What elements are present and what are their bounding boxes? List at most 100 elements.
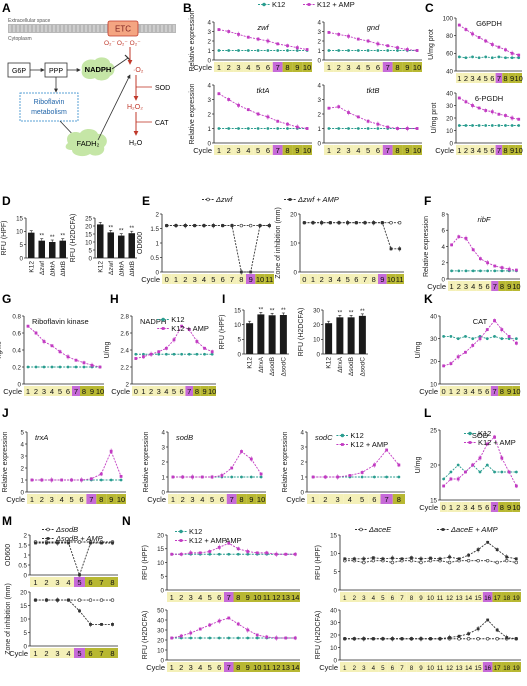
x-tick-label: 3 xyxy=(470,146,474,155)
y-tick-label: 3 xyxy=(21,453,25,460)
x-tick-label: 6 xyxy=(266,63,270,72)
data-point xyxy=(390,560,395,565)
legend-label: K12 xyxy=(189,527,202,536)
data-point xyxy=(356,115,360,119)
cycle-cell xyxy=(233,62,244,72)
x-tick-label: 9 xyxy=(507,282,511,291)
data-point xyxy=(381,557,385,561)
bar xyxy=(336,317,344,354)
x-tick-label: 10 xyxy=(253,663,261,672)
superoxide-chain: O₂⁻ O₂⁻ O₂⁻ xyxy=(104,40,141,47)
x-tick-label: 2 xyxy=(464,146,468,155)
data-point xyxy=(179,552,183,556)
legend-label: K12 + AMP xyxy=(317,0,355,9)
significance-star: ** xyxy=(281,308,286,314)
x-tick-label: 18 xyxy=(503,595,510,602)
data-point xyxy=(276,49,280,52)
data-point xyxy=(514,484,518,488)
data-point xyxy=(227,49,231,52)
data-point xyxy=(517,117,521,121)
cycle-cell xyxy=(256,494,266,504)
chart-title: gnd xyxy=(367,23,380,32)
data-point xyxy=(259,472,263,476)
x-tick-label: 4 xyxy=(471,387,475,396)
data-point xyxy=(490,110,494,114)
data-point xyxy=(517,56,521,60)
cycle-cell xyxy=(96,386,104,396)
y-axis-label: Relative expression xyxy=(143,431,150,492)
significance-star: ** xyxy=(50,235,55,241)
x-tick-label: 10 xyxy=(257,495,265,504)
x-tick-label: 11 xyxy=(437,595,444,602)
y-tick-label: 2 xyxy=(162,459,166,466)
x-tick-label: 6 xyxy=(391,595,395,602)
data-point xyxy=(467,632,471,636)
riboflavin-label-2: metabolism xyxy=(31,109,67,116)
cycle-cell xyxy=(217,494,227,504)
x-tick-label: 5 xyxy=(360,495,364,504)
data-point xyxy=(210,352,214,356)
legend-label: Δzwf xyxy=(215,195,233,204)
x-tick-label: 10 xyxy=(387,275,395,284)
data-point xyxy=(366,127,370,130)
data-point xyxy=(189,631,193,635)
bar xyxy=(246,323,254,354)
y-tick-label: 1 xyxy=(162,474,166,481)
cycle-cell xyxy=(360,274,370,284)
data-point xyxy=(256,37,260,41)
data-point xyxy=(274,636,278,640)
panel-letter-f: F xyxy=(424,194,431,208)
cycle-cell xyxy=(392,62,403,72)
x-tick-label: 2 xyxy=(183,275,187,284)
cycle-cell xyxy=(302,62,312,72)
y-tick-label: 3 xyxy=(318,97,322,104)
data-point xyxy=(405,48,409,51)
x-tick-label: 5 xyxy=(211,275,215,284)
cycle-cell xyxy=(455,281,463,291)
x-tick-label: 6 xyxy=(221,275,225,284)
data-point xyxy=(337,127,341,130)
x-tick-label: 3 xyxy=(470,74,474,83)
x-tick-label: 9 xyxy=(419,665,423,672)
cycle-cell xyxy=(502,73,509,83)
x-tick-label: 3 xyxy=(236,63,240,72)
y-tick-label: 1.5 xyxy=(150,226,159,233)
x-tick-label: 13 xyxy=(456,665,463,672)
cycle-cell xyxy=(30,648,41,658)
x-tick-label: 8 xyxy=(410,595,414,602)
legend-label: ΔaceE + AMP xyxy=(450,525,498,534)
cycle-cell xyxy=(343,145,354,155)
legend-label: ΔsodB xyxy=(55,525,78,534)
data-point xyxy=(354,221,358,225)
data-point xyxy=(337,49,341,52)
x-tick-label: 7 xyxy=(276,146,280,155)
data-point xyxy=(249,457,253,461)
x-tick-label: 10 xyxy=(427,595,434,602)
cycle-cell xyxy=(378,274,387,284)
legend-marker xyxy=(341,443,344,446)
cycle-cell xyxy=(444,592,455,602)
x-tick-label: 6 xyxy=(220,495,224,504)
x-tick-label: 14 xyxy=(465,665,472,672)
y-tick-label: 4 xyxy=(162,429,166,436)
y-tick-label: 2 xyxy=(318,111,322,118)
x-tick-label: 9 xyxy=(249,275,253,284)
x-tick-label: 9 xyxy=(510,146,514,155)
cycle-cell xyxy=(386,274,396,284)
panel-letter-d: D xyxy=(2,194,11,208)
h2o-label: H₂O xyxy=(129,140,143,147)
y-tick-label: 1 xyxy=(156,240,160,247)
data-point xyxy=(410,556,413,560)
data-point xyxy=(457,634,461,638)
y-tick-label: 2.8 xyxy=(120,313,129,320)
x-tick-label: 10 xyxy=(208,387,216,396)
x-tick-label: 6 xyxy=(88,578,92,587)
data-point xyxy=(471,248,475,252)
data-point xyxy=(227,30,231,33)
x-tick-label: 2 xyxy=(44,578,48,587)
cycle-cell xyxy=(186,592,196,602)
data-point xyxy=(457,557,461,561)
cycle-cell xyxy=(264,274,274,284)
y-tick-label: 5 xyxy=(334,569,338,576)
